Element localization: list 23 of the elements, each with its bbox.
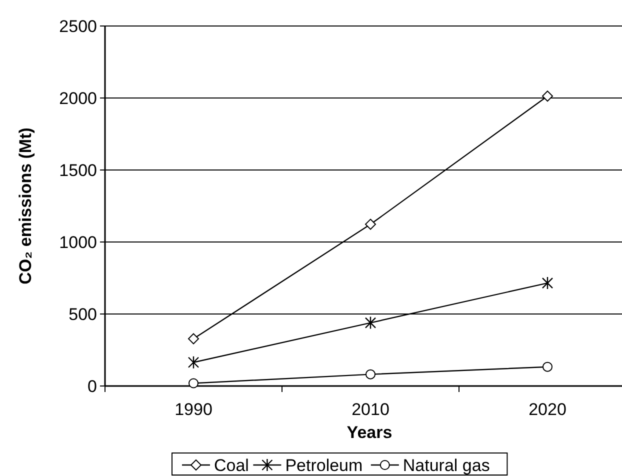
x-tick-label: 1990 [174, 400, 212, 419]
point [364, 316, 376, 330]
y-tick-label: 1500 [59, 160, 97, 180]
y-tick-label: 2000 [59, 88, 97, 108]
x-tick-label: 2020 [528, 400, 566, 419]
y-tick-label: 0 [88, 376, 97, 396]
point [188, 356, 200, 369]
x-axis-title: Years [346, 423, 392, 442]
x-tick-label: 2010 [352, 400, 390, 419]
point [188, 378, 198, 388]
legend-label: Coal [214, 456, 249, 475]
point [366, 369, 376, 380]
y-tick-label: 500 [68, 304, 97, 324]
point [365, 218, 376, 230]
y-axis-title: CO₂ emissions (Mt) [16, 128, 35, 284]
legend-label: Petroleum [285, 456, 363, 475]
point [542, 276, 554, 290]
legend-label: Natural gas [402, 456, 490, 475]
y-tick-label: 1000 [59, 232, 97, 252]
point [542, 90, 553, 102]
y-tick-label: 2500 [59, 16, 97, 36]
point [188, 333, 199, 344]
point [542, 362, 552, 372]
